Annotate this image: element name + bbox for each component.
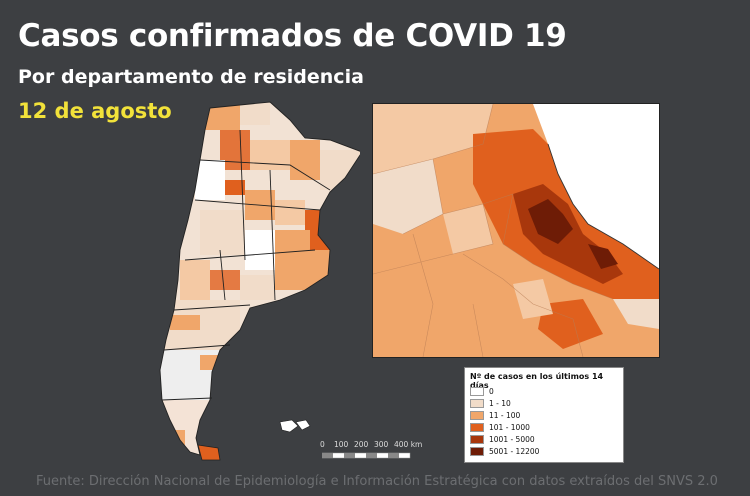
legend-title: Nº de casos en los últimos 14 días [470, 372, 604, 390]
date-label: 12 de agosto [18, 99, 172, 123]
scale-bar-graphic [322, 452, 411, 459]
page-title: Casos confirmados de COVID 19 [18, 18, 567, 54]
legend-label: 1001 - 5000 [489, 434, 535, 444]
legend-swatch [470, 410, 484, 420]
scale-label: 0 [320, 440, 325, 449]
legend-swatch [470, 446, 484, 456]
scale-label: 200 [354, 440, 369, 449]
map-legend: Nº de casos en los últimos 14 días 0 1 -… [464, 367, 624, 463]
legend-item: 101 - 1000 [470, 422, 530, 432]
map-regions [160, 102, 360, 455]
scale-label: 300 [374, 440, 389, 449]
scale-label: 100 [334, 440, 349, 449]
source-note: Fuente: Dirección Nacional de Epidemiolo… [36, 474, 718, 489]
scale-label: 400 km [394, 440, 423, 449]
legend-swatch [470, 422, 484, 432]
islas-malvinas [279, 419, 299, 433]
tierra-del-fuego [197, 444, 221, 461]
islas-malvinas-east [295, 419, 311, 431]
legend-swatch [470, 398, 484, 408]
legend-item: 0 [470, 386, 494, 396]
legend-label: 5001 - 12200 [489, 446, 540, 456]
legend-label: 11 - 100 [489, 410, 521, 420]
legend-item: 1 - 10 [470, 398, 511, 408]
inset-map [372, 103, 660, 358]
province-borders [159, 101, 363, 456]
legend-item: 11 - 100 [470, 410, 520, 420]
inset-map-svg [373, 104, 659, 357]
argentina-map [140, 100, 363, 470]
legend-label: 0 [489, 386, 494, 396]
legend-item: 5001 - 12200 [470, 446, 539, 456]
legend-swatch [470, 434, 484, 444]
legend-label: 1 - 10 [489, 398, 511, 408]
inset-department-borders [373, 104, 614, 357]
scale-bar: 0 100 200 300 400 km [320, 440, 430, 464]
legend-label: 101 - 1000 [489, 422, 530, 432]
argentina-map-svg [159, 101, 363, 461]
legend-swatch [470, 386, 484, 396]
legend-item: 1001 - 5000 [470, 434, 535, 444]
page-subtitle: Por departamento de residencia [18, 66, 364, 88]
